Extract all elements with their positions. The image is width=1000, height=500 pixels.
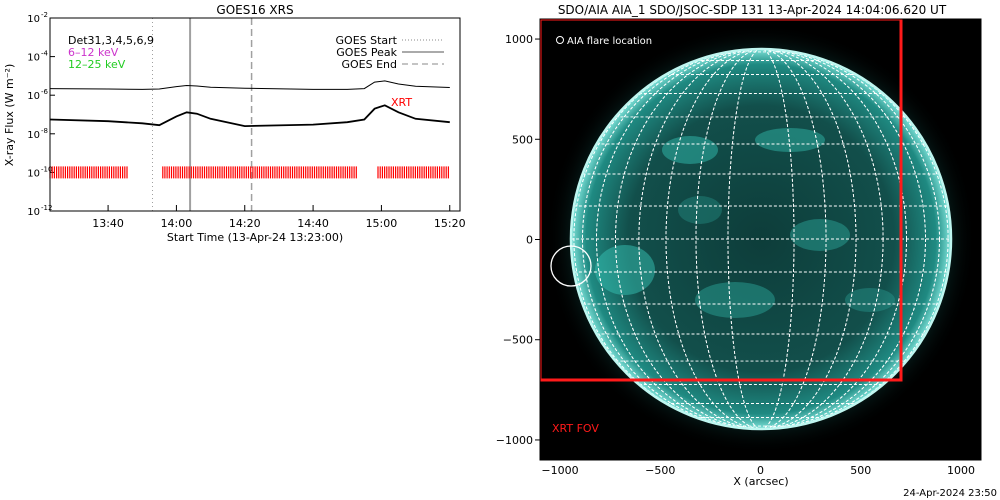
aia-y-tick-label: 0 <box>526 234 533 247</box>
y-tick-exponent: -10 <box>41 165 52 173</box>
y-tick-label: 10 <box>27 53 40 64</box>
x-tick-label: 13:40 <box>92 217 124 230</box>
aia-x-tick-label: 500 <box>850 464 871 477</box>
longitude-line <box>573 49 949 429</box>
flare-legend-symbol <box>556 36 564 44</box>
xrt-coverage-segment <box>377 166 449 179</box>
x-tick-label: 14:40 <box>297 217 329 230</box>
longitude-line <box>582 49 940 429</box>
y-tick-exponent: -6 <box>41 88 49 96</box>
y-tick-label: 10 <box>27 168 40 179</box>
x-tick-label: 15:20 <box>434 217 466 230</box>
xrt-fov-box <box>540 19 903 382</box>
longitude-line <box>596 49 926 429</box>
legend-left-entry: 6–12 keV <box>68 46 119 59</box>
xrt-label: XRT <box>391 96 412 109</box>
longitude-line <box>695 49 827 429</box>
y-tick-label: 10 <box>27 91 40 102</box>
legend-right-entry: GOES Start <box>336 34 398 47</box>
solar-limb <box>569 47 953 431</box>
aia-y-tick-label: −500 <box>503 334 533 347</box>
heliographic-grid <box>571 49 951 429</box>
aia-panel: SDO/AIA AIA_1 SDO/JSOC-SDP 131 13-Apr-20… <box>496 3 997 499</box>
aia-y-tick-label: 1000 <box>505 33 533 46</box>
goes-ylabel: X-ray Flux (W m⁻²) <box>3 64 16 166</box>
legend-right-entry: GOES End <box>341 58 397 71</box>
footer-timestamp: 24-Apr-2024 23:50 <box>903 488 997 499</box>
flare-location-marker <box>550 245 592 287</box>
aia-x-tick-label: 0 <box>757 464 764 477</box>
longitude-line <box>615 49 907 429</box>
goes-axes-frame <box>49 17 461 212</box>
legend-left-entry: Det31,3,4,5,6,9 <box>68 34 154 47</box>
x-tick-label: 14:20 <box>229 217 261 230</box>
goes-xlabel: Start Time (13-Apr-24 13:23:00) <box>167 231 343 244</box>
goes-plot-area <box>49 18 450 211</box>
y-tick-label: 10 <box>27 130 40 141</box>
goes-title: GOES16 XRS <box>216 3 293 17</box>
aia-image: AIA flare location XRT FOV <box>540 19 981 460</box>
aia-title: SDO/AIA AIA_1 SDO/JSOC-SDP 131 13-Apr-20… <box>558 3 947 17</box>
goes-x-tick-labels: 13:40 14:00 14:20 14:40 15:00 15:20 <box>92 205 466 230</box>
longitude-line <box>638 49 884 429</box>
flux-series-1 <box>49 80 450 90</box>
aia-tick-labels: −1000 −500 0 500 1000 −1000 −500 0 500 1000 <box>496 33 975 477</box>
y-tick-exponent: -4 <box>41 50 49 58</box>
y-tick-exponent: -2 <box>41 11 48 19</box>
goes-panel: GOES16 XRS X-ray Flux (W m⁻²) 10-1210-10… <box>3 3 466 244</box>
legend-right-entry: GOES Peak <box>336 46 397 59</box>
flux-series-2 <box>49 104 450 128</box>
longitude-line <box>665 49 857 429</box>
active-regions <box>595 128 895 318</box>
y-tick-exponent: -12 <box>41 204 52 212</box>
aia-x-tick-label: 1000 <box>947 464 975 477</box>
y-tick-label: 10 <box>27 207 40 218</box>
aia-x-tick-label: −1000 <box>541 464 578 477</box>
flare-legend-label: AIA flare location <box>567 36 652 47</box>
x-tick-label: 14:00 <box>161 217 193 230</box>
y-tick-exponent: -8 <box>41 127 48 135</box>
longitude-line <box>727 49 795 429</box>
xrt-coverage-segment <box>162 166 357 179</box>
aia-y-tick-label: 500 <box>512 133 533 146</box>
aia-y-tick-label: −1000 <box>496 434 533 447</box>
aia-x-tick-label: −500 <box>645 464 675 477</box>
aia-xlabel: X (arcsec) <box>733 475 788 488</box>
xrt-fov-label: XRT FOV <box>552 422 599 435</box>
legend-left-entry: 12–25 keV <box>68 58 126 71</box>
x-tick-label: 15:00 <box>366 217 398 230</box>
y-tick-label: 10 <box>27 14 40 25</box>
xrt-coverage-segment <box>49 166 128 179</box>
